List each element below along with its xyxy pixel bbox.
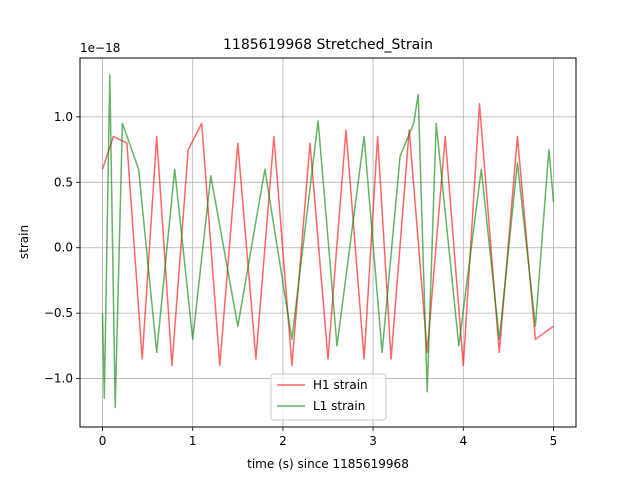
y-tick-label: 0.5 bbox=[54, 175, 73, 189]
x-axis-ticks: 0 1 2 3 4 5 bbox=[99, 427, 558, 448]
x-tick-label: 3 bbox=[369, 434, 377, 448]
y-axis-ticks: −1.0 −0.5 0.0 0.5 1.0 bbox=[44, 110, 80, 386]
legend-label-h1: H1 strain bbox=[313, 378, 368, 392]
x-tick-label: 2 bbox=[279, 434, 287, 448]
legend-label-l1: L1 strain bbox=[313, 399, 365, 413]
series-line-l1 bbox=[101, 74, 555, 409]
series-line-h1 bbox=[101, 103, 554, 367]
y-tick-label: −1.0 bbox=[44, 372, 73, 386]
x-tick-label: 5 bbox=[550, 434, 558, 448]
axes-frame bbox=[79, 57, 577, 428]
x-tick-label: 4 bbox=[459, 434, 467, 448]
x-tick-label: 1 bbox=[189, 434, 197, 448]
y-offset-text: 1e−18 bbox=[80, 41, 120, 55]
y-tick-label: −0.5 bbox=[44, 306, 73, 320]
x-axis-label: time (s) since 1185619968 bbox=[247, 457, 409, 471]
y-tick-label: 0.0 bbox=[54, 241, 73, 255]
y-tick-label: 1.0 bbox=[54, 110, 73, 124]
y-axis-label: strain bbox=[17, 225, 31, 259]
chart-title: 1185619968 Stretched_Strain bbox=[223, 37, 433, 53]
legend: H1 strain L1 strain bbox=[270, 373, 387, 421]
series-layer bbox=[101, 74, 555, 409]
x-tick-label: 0 bbox=[99, 434, 107, 448]
